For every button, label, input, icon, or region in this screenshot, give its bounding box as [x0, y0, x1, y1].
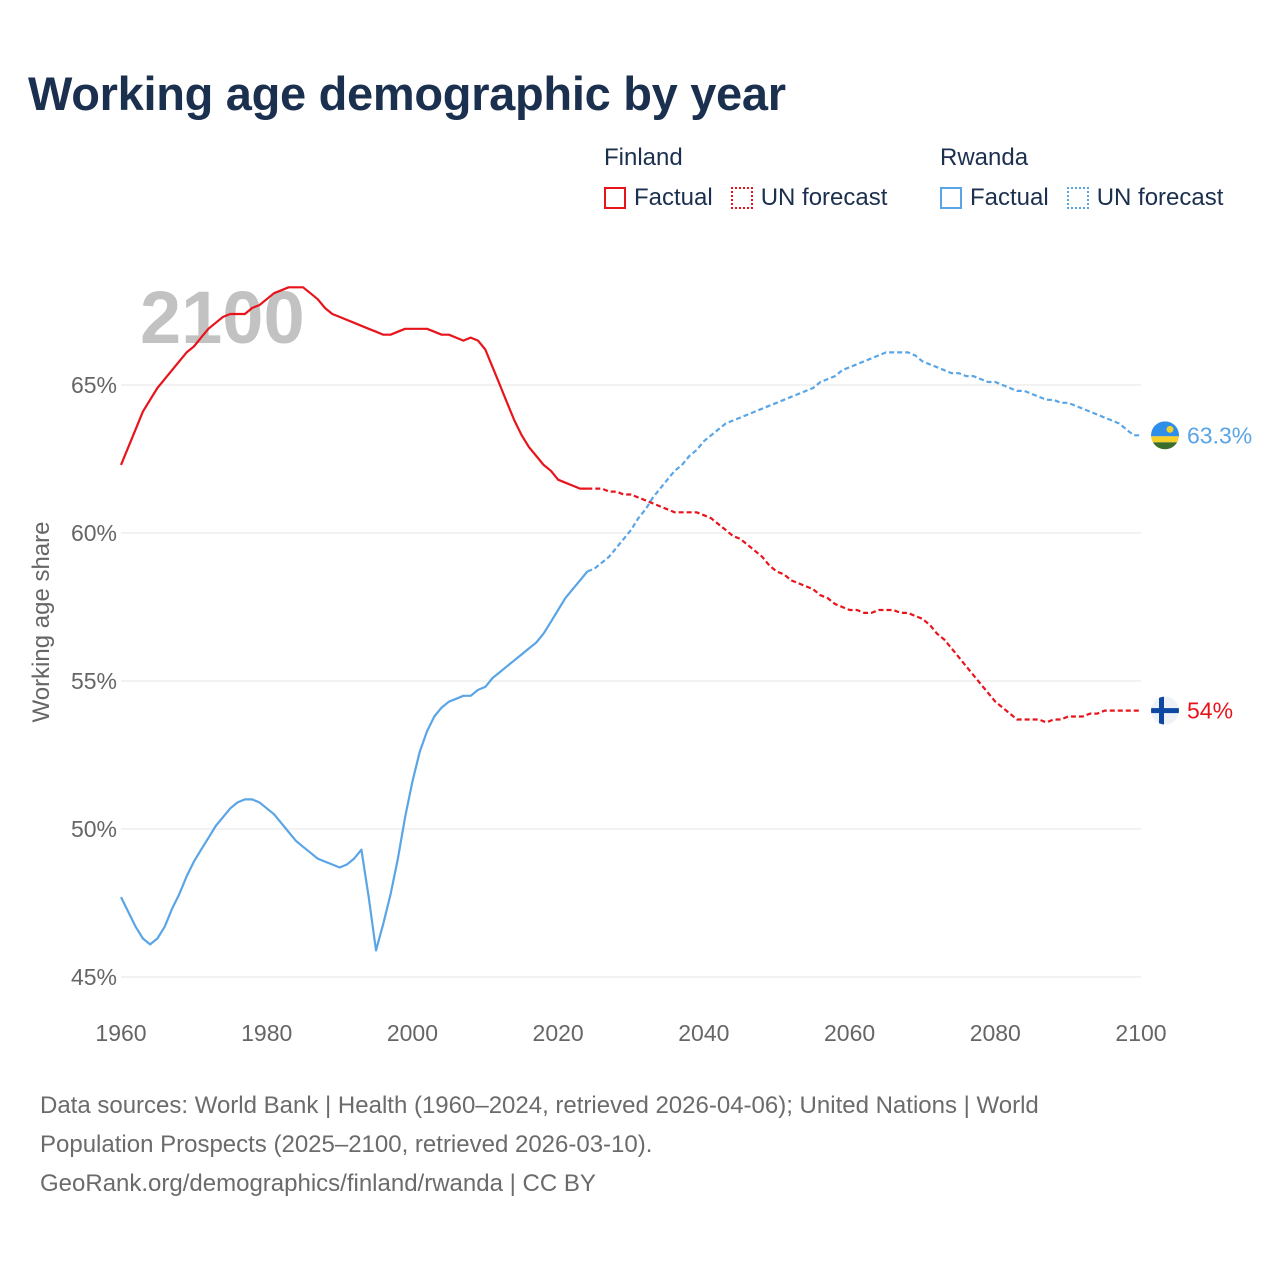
data-sources: Data sources: World Bank | Health (1960–…	[40, 1086, 1190, 1203]
legend-rwanda-factual-label: Factual	[970, 184, 1049, 211]
sources-line-2: Population Prospects (2025–2100, retriev…	[40, 1131, 653, 1158]
x-tick-label-1980: 1980	[241, 1020, 292, 1046]
legend-rwanda-forecast-label: UN forecast	[1096, 184, 1224, 211]
rwanda-stripe-yellow	[1151, 436, 1179, 443]
x-tick-label-2100: 2100	[1115, 1020, 1166, 1046]
rwanda-stripe-blue	[1151, 421, 1179, 437]
rwanda-sun	[1166, 425, 1174, 433]
legend-rwanda-name: Rwanda	[940, 144, 1029, 171]
chart-title: Working age demographic by year	[28, 67, 786, 120]
grid-lines	[121, 384, 1141, 978]
y-tick-label-65: 65%	[71, 372, 117, 398]
legend-finland: Finland Factual UN forecast	[604, 144, 887, 212]
legend-finland-forecast[interactable]: UN forecast	[730, 184, 888, 212]
legend-finland-factual[interactable]: Factual	[604, 184, 713, 212]
legend-rwanda-forecast-swatch	[1066, 187, 1089, 209]
rwanda-flag-stripes	[1151, 421, 1179, 450]
y-tick-label-50: 50%	[71, 816, 117, 842]
x-tick-label-2060: 2060	[824, 1020, 875, 1046]
legend-finland-factual-label: Factual	[634, 184, 713, 211]
y-tick-label-45: 45%	[71, 964, 117, 990]
finland-cross-h	[1151, 708, 1179, 714]
legend-finland-factual-swatch	[604, 187, 626, 209]
rwanda-factual-line	[120, 570, 589, 952]
y-axis-label: Working age share	[28, 521, 55, 723]
finland-cross-v	[1159, 696, 1164, 725]
legend-rwanda-factual-swatch	[940, 187, 962, 209]
finland-flag-cross	[1151, 696, 1179, 725]
x-tick-label-1960: 1960	[95, 1020, 146, 1046]
legend-rwanda-forecast[interactable]: UN forecast	[1066, 184, 1224, 212]
x-tick-label-2000: 2000	[387, 1020, 438, 1046]
x-tick-label-2040: 2040	[678, 1020, 729, 1046]
y-tick-labels: 45% 50% 55% 60% 65%	[71, 372, 117, 990]
rwanda-forecast-line	[586, 351, 1141, 573]
rwanda-flag-icon	[1151, 421, 1179, 450]
rwanda-end-value-label: 63.3%	[1187, 422, 1252, 448]
legend-rwanda: Rwanda Factual UN forecast	[940, 144, 1223, 212]
series-lines	[119, 286, 1141, 952]
legend-rwanda-factual[interactable]: Factual	[940, 184, 1049, 212]
finland-flag-icon	[1151, 696, 1179, 725]
sources-line-3[interactable]: GeoRank.org/demographics/finland/rwanda …	[40, 1170, 596, 1197]
y-tick-label-60: 60%	[71, 520, 117, 546]
x-tick-label-2020: 2020	[533, 1020, 584, 1046]
sources-line-1: Data sources: World Bank | Health (1960–…	[40, 1092, 1039, 1119]
rwanda-stripe-green	[1151, 442, 1179, 450]
legend-finland-forecast-label: UN forecast	[760, 184, 888, 211]
series-end-markers: 54% 63.3%	[1151, 421, 1252, 725]
finland-end-value-label: 54%	[1187, 698, 1233, 724]
legend-finland-name: Finland	[604, 144, 683, 171]
finland-forecast-line	[587, 487, 1141, 724]
finland-factual-line	[119, 286, 588, 490]
x-tick-label-2080: 2080	[970, 1020, 1021, 1046]
legend-finland-forecast-swatch	[730, 187, 753, 209]
y-tick-label-55: 55%	[71, 668, 117, 694]
x-tick-labels: 1960 1980 2000 2020 2040 2060 2080 2100	[95, 1020, 1166, 1046]
